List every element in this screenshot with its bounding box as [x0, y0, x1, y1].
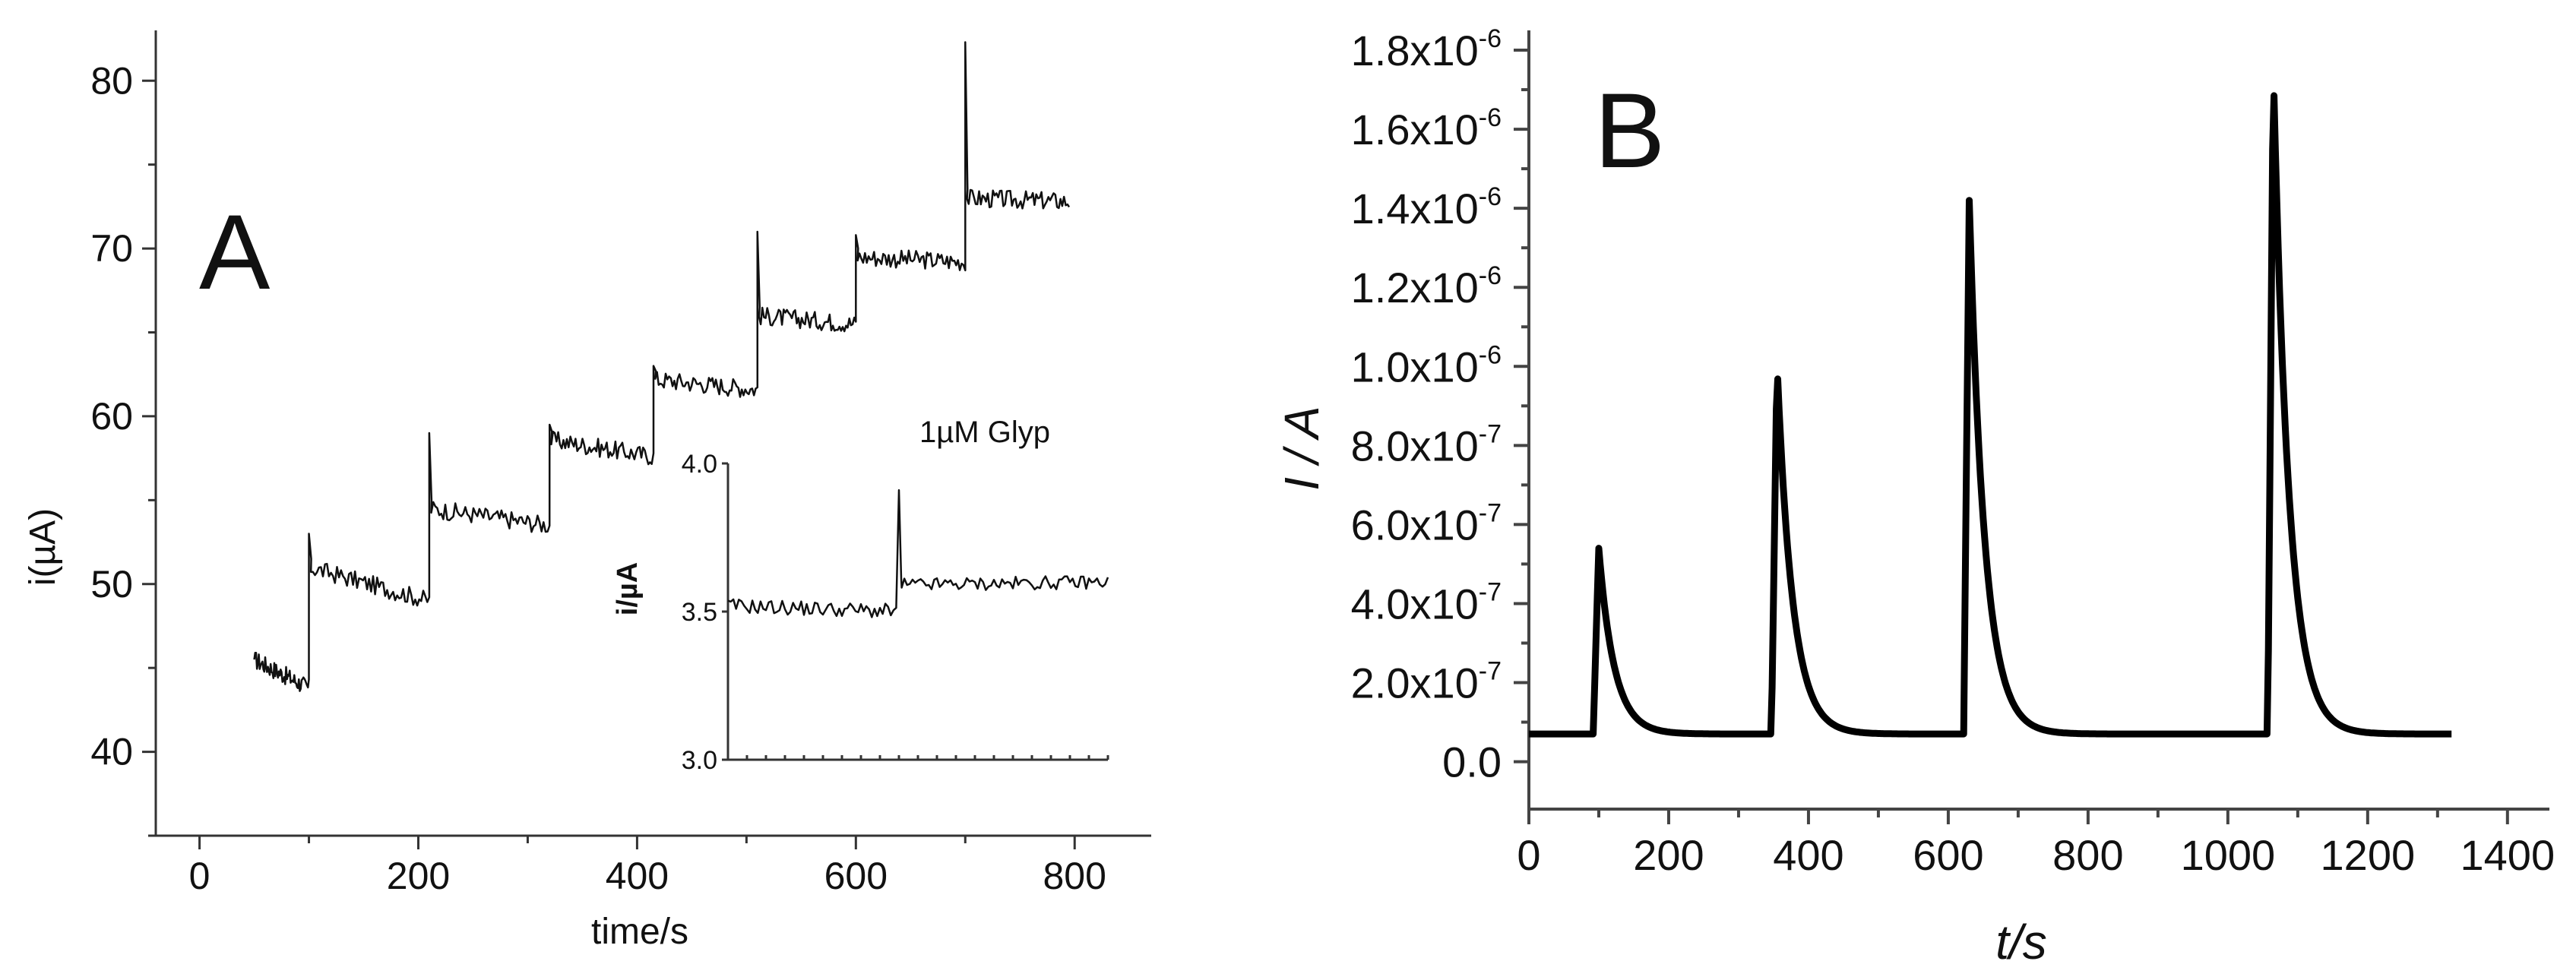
y-tick-label: 50: [90, 563, 133, 605]
y-tick-label: 80: [90, 59, 133, 102]
y-tick-label: 8.0x10-7: [1351, 419, 1502, 470]
panel-b-ticks: 0.0 2.0x10-7 4.0x10-7 6.0x10-7 8.0x10-7 1.0x1…: [1351, 24, 2555, 879]
panel-a-series-line: [253, 41, 1071, 692]
y-tick-exponent: -6: [1479, 182, 1502, 211]
x-tick-label: 1000: [2181, 831, 2276, 879]
y-tick-label: 60: [90, 395, 133, 438]
panel-a-y-axis-label: i(µA): [23, 508, 63, 586]
panel-a-letter: A: [199, 192, 271, 311]
inset-ticks: 3.0 3.5 4.0: [682, 450, 1109, 775]
panel-b-letter: B: [1594, 71, 1665, 190]
inset-y-axis-label: i/µA: [612, 562, 644, 615]
y-tick-label: 1.4x10-6: [1351, 182, 1502, 232]
inset-y-tick-label: 3.5: [682, 598, 717, 627]
panel-a-x-axis-label: time/s: [591, 912, 688, 952]
x-tick-label: 600: [1913, 831, 1983, 879]
y-tick-label: 1.6x10-6: [1351, 103, 1502, 153]
inset-series-line: [727, 488, 1109, 618]
y-tick-label: 1.8x10-6: [1351, 24, 1502, 74]
y-tick-label: 1.2x10-6: [1351, 261, 1502, 311]
inset-y-tick-label: 3.0: [682, 746, 717, 775]
x-tick-label: 200: [1633, 831, 1704, 879]
y-tick-exponent: -7: [1479, 419, 1502, 448]
inset-axes: [726, 463, 1108, 761]
x-tick-label: 800: [2052, 831, 2123, 879]
panel-a-inset: 3.0 3.5 4.0 i/µA 1µM Glyp: [612, 416, 1109, 775]
y-tick-label: 2.0x10-7: [1351, 657, 1502, 707]
panel-b-x-axis-label-text: t/s: [1995, 915, 2047, 969]
inset-y-tick-label: 4.0: [682, 450, 717, 479]
inset-annotation: 1µM Glyp: [919, 416, 1050, 449]
y-tick-exponent: -6: [1479, 340, 1502, 369]
y-tick-label: 1.0x10-6: [1351, 340, 1502, 390]
panel-b: B 0.0 2.0x10-7 4.0x10-7 6.0x10-7 8.0x10-7 1.0…: [1274, 24, 2555, 969]
panel-b-axes: [1527, 30, 2549, 811]
panel-b-y-axis-label: I / A: [1274, 406, 1329, 490]
y-tick-exponent: -6: [1479, 24, 1502, 53]
y-tick-label: 70: [90, 227, 133, 270]
y-tick-label: 6.0x10-7: [1351, 498, 1502, 549]
y-tick-label: 40: [90, 731, 133, 773]
y-tick-exponent: -7: [1479, 657, 1502, 686]
x-tick-label: 400: [606, 855, 669, 897]
x-tick-label: 1200: [2321, 831, 2416, 879]
y-tick-label: 4.0x10-7: [1351, 577, 1502, 628]
x-tick-label: 600: [824, 855, 888, 897]
y-tick-exponent: -7: [1479, 577, 1502, 606]
y-tick-label: 0.0: [1442, 738, 1502, 786]
panel-b-series-line: [1527, 92, 2454, 738]
x-tick-label: 1400: [2460, 831, 2555, 879]
x-tick-label: 0: [1517, 831, 1540, 879]
y-tick-exponent: -6: [1479, 103, 1502, 132]
y-tick-exponent: -6: [1479, 261, 1502, 290]
y-tick-exponent: -7: [1479, 498, 1502, 527]
panel-b-x-axis-label: t/s: [1995, 915, 2047, 969]
x-tick-label: 200: [387, 855, 450, 897]
x-tick-label: 0: [189, 855, 210, 897]
x-tick-label: 400: [1773, 831, 1843, 879]
x-tick-label: 800: [1043, 855, 1106, 897]
